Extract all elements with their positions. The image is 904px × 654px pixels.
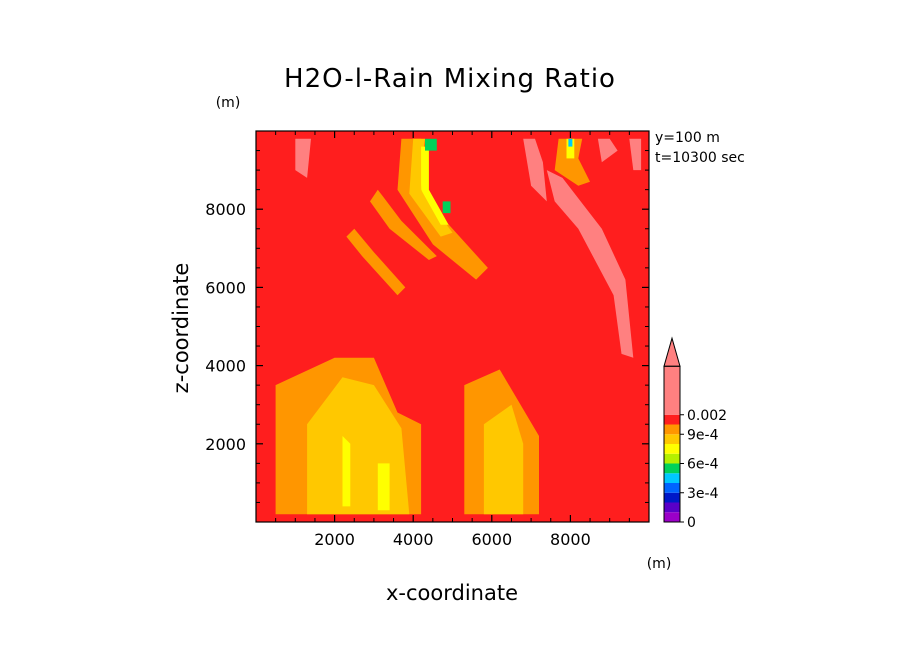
colorbar-segment [664, 502, 680, 513]
colorbar-segment [664, 473, 680, 483]
colorbar-frame [663, 365, 681, 523]
colorbar-segment [664, 444, 680, 454]
y-tick-label: 4000 [205, 357, 246, 376]
y-axis-ticks: 2000 4000 6000 8000 [205, 150, 649, 503]
colorbar-segment [664, 424, 680, 435]
contour-region-17 [523, 138, 547, 202]
colorbar-segment [664, 512, 680, 522]
contour-region-11 [370, 189, 437, 260]
contour-region-20 [597, 138, 618, 163]
contour-region-13 [554, 138, 590, 186]
y-axis-label: z-coordinate [169, 263, 193, 394]
contour-region-8 [421, 146, 449, 225]
contour-region-2 [342, 436, 351, 507]
y-tick-label: 2000 [205, 435, 246, 454]
colorbar-segment [664, 366, 680, 415]
y-tick-label: 6000 [205, 278, 246, 297]
colorbar-label: 6e-4 [687, 457, 719, 473]
contour-region-10 [442, 201, 451, 214]
contour-regions [275, 138, 642, 515]
contour-region-15 [568, 138, 573, 147]
info-line-y: y=100 m [655, 130, 720, 146]
x-tick-label: 6000 [471, 530, 512, 549]
colorbar: 0 3e-4 6e-4 9e-4 0.002 [663, 336, 727, 531]
contour-region-5 [483, 404, 524, 515]
contour-region-12 [346, 228, 406, 296]
contour-region-6 [397, 138, 488, 280]
x-unit-label: (m) [647, 556, 672, 572]
contour-plot-area [255, 130, 650, 523]
y-tick-label: 8000 [205, 200, 246, 219]
contour-region-9 [425, 138, 437, 151]
x-axis-ticks: 2000 4000 6000 8000 [275, 131, 630, 549]
x-tick-label: 8000 [550, 530, 591, 549]
x-tick-label: 4000 [393, 530, 434, 549]
contour-region-16 [546, 170, 634, 358]
colorbar-label: 0 [687, 515, 696, 531]
colorbar-segment [664, 414, 680, 425]
x-axis-label: x-coordinate [386, 581, 518, 605]
colorbar-segment [664, 492, 680, 503]
colorbar-label: 3e-4 [687, 486, 719, 502]
colorbar-label: 9e-4 [687, 427, 719, 443]
contour-region-18 [295, 138, 311, 178]
colorbar-extend-arrow [663, 336, 681, 367]
colorbar-segment [664, 463, 680, 474]
colorbar-segment [664, 453, 680, 464]
colorbar-segment [664, 434, 680, 444]
contour-region-7 [409, 138, 453, 237]
info-line-t: t=10300 sec [655, 150, 745, 166]
colorbar-segment [664, 483, 680, 493]
colorbar-label: 0.002 [687, 408, 727, 424]
x-tick-label: 2000 [314, 530, 355, 549]
chart-title: H2O-l-Rain Mixing Ratio [284, 64, 616, 94]
y-unit-label: (m) [216, 95, 241, 111]
contour-region-19 [629, 138, 642, 171]
contour-region-3 [377, 463, 390, 511]
